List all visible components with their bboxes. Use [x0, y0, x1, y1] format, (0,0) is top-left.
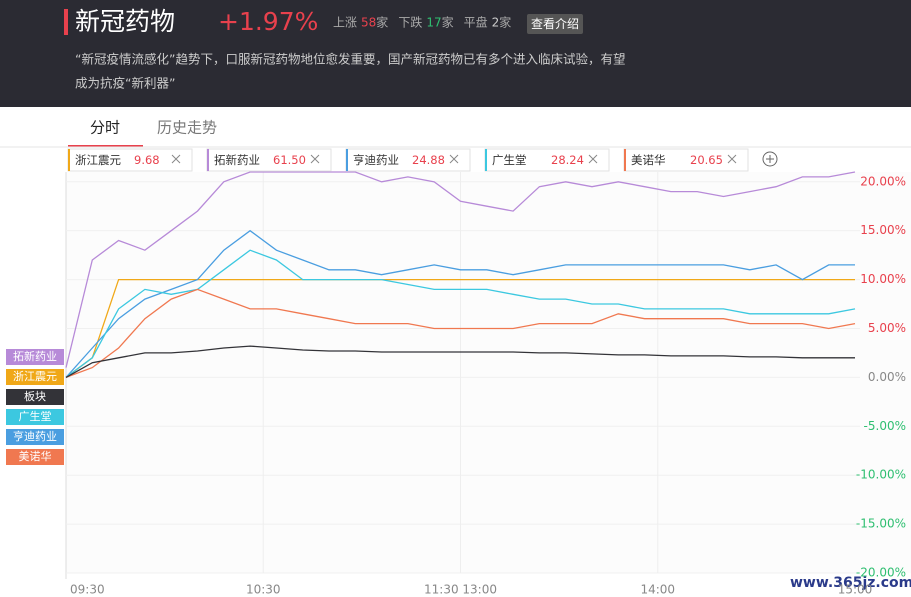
- legend-name: 广生堂: [492, 153, 527, 167]
- x-tick-label: 15:00: [838, 583, 873, 597]
- side-label: 拓新药业: [13, 349, 57, 363]
- y-tick-label: -20.00%: [856, 566, 906, 580]
- y-tick-label: 5.00%: [868, 321, 906, 335]
- series-line: [65, 171, 856, 368]
- y-tick-label: -10.00%: [856, 468, 906, 482]
- legend-chip[interactable]: 浙江震元 9.68: [67, 148, 193, 172]
- description: “新冠疫情流感化”趋势下，口服新冠药物地位愈发重要，国产新冠药物已有多个进入临床…: [75, 52, 625, 67]
- legend-chip[interactable]: 亨迪药业 24.88: [345, 148, 471, 172]
- series-line: [65, 345, 855, 378]
- series-line: [65, 229, 855, 378]
- y-tick-label: -15.00%: [856, 517, 906, 531]
- side-label-box: [6, 429, 64, 445]
- x-tick-label: 14:00: [640, 583, 675, 597]
- legend-name: 浙江震元: [75, 153, 121, 167]
- side-label-box: [6, 369, 64, 385]
- change: +1.97%: [218, 7, 318, 36]
- legend-name: 美诺华: [631, 153, 666, 167]
- legend-price: 9.68: [134, 153, 160, 167]
- x-tick-label: 10:30: [246, 583, 281, 597]
- title-bar: [64, 9, 68, 35]
- stat-label: 上涨: [333, 15, 357, 30]
- chip-close: [449, 154, 459, 164]
- chip-color: [485, 149, 487, 171]
- title: 新冠药物: [75, 7, 175, 36]
- y-tick-label: 20.00%: [860, 174, 906, 188]
- stat-unit: 家: [499, 15, 511, 30]
- stat-unit: 家: [442, 15, 454, 30]
- chip-color: [346, 149, 348, 171]
- legend-chip[interactable]: 美诺华 20.65: [623, 148, 749, 172]
- series-line: [65, 288, 856, 379]
- legend-price: 24.88: [412, 153, 445, 167]
- y-tick-label: 10.00%: [860, 272, 906, 286]
- tab[interactable]: 分时: [90, 119, 120, 137]
- watermark: www.365jz.com: [790, 575, 911, 591]
- chip-close: [310, 154, 320, 164]
- plot-area: [66, 172, 911, 573]
- stat-count: 2: [492, 16, 500, 30]
- legend-chip[interactable]: 广生堂 28.24: [484, 148, 610, 172]
- tab[interactable]: 历史走势: [157, 119, 217, 137]
- chip-color: [207, 149, 209, 171]
- add-button[interactable]: [762, 151, 778, 167]
- stat-unit: 家: [376, 15, 388, 30]
- legend-price: 28.24: [551, 153, 584, 167]
- chip-color: [68, 149, 70, 171]
- side-label-box: [6, 349, 64, 365]
- chip-close: [171, 154, 181, 164]
- legend-name: 亨迪药业: [353, 153, 399, 167]
- x-tick-label: 09:30: [70, 583, 105, 597]
- side-label: 广生堂: [19, 409, 52, 423]
- legend-price: 61.50: [273, 153, 306, 167]
- legend-chip[interactable]: 拓新药业 61.50: [206, 148, 332, 172]
- add-icon[interactable]: [766, 155, 774, 163]
- intro-button[interactable]: [527, 14, 583, 34]
- header: [0, 0, 911, 107]
- stat-count: 17: [426, 16, 441, 30]
- legend-price: 20.65: [690, 153, 723, 167]
- y-tick-label: 0.00%: [868, 370, 906, 384]
- intro-button-label[interactable]: 查看介绍: [531, 17, 579, 31]
- side-label: 美诺华: [19, 449, 52, 463]
- tab-underline: [68, 145, 143, 147]
- chip-close: [727, 154, 737, 164]
- side-label: 亨迪药业: [13, 429, 57, 443]
- legend-name: 拓新药业: [214, 153, 260, 167]
- stat-label: 下跌: [398, 15, 422, 30]
- side-label: 板块: [24, 389, 46, 403]
- stat-label: 平盘: [464, 15, 488, 30]
- chip-close: [588, 154, 598, 164]
- side-label: 浙江震元: [13, 370, 57, 383]
- y-tick-label: 15.00%: [860, 223, 906, 237]
- chip-color: [624, 149, 626, 171]
- side-label-box: [6, 389, 64, 405]
- x-tick-label: 11:30 13:00: [424, 583, 497, 597]
- y-tick-label: -5.00%: [864, 419, 906, 433]
- side-label-box: [6, 409, 64, 425]
- description: 成为抗疫“新利器”: [75, 76, 175, 91]
- stat-count: 58: [361, 16, 376, 30]
- side-label-box: [6, 449, 64, 465]
